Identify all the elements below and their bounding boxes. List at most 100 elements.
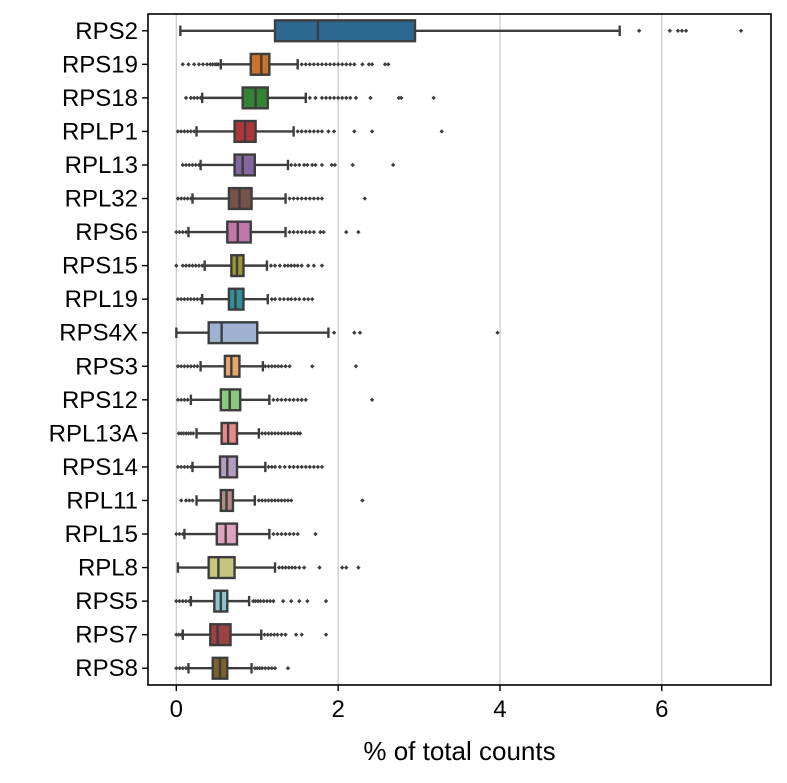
- outlier-point: [178, 431, 184, 436]
- outlier-point: [310, 162, 315, 168]
- outlier-point: [283, 397, 288, 403]
- outlier-point: [255, 666, 260, 671]
- outlier-point: [183, 162, 189, 168]
- plot-frame: [147, 13, 772, 686]
- y-tick-label: RPS15: [62, 253, 138, 280]
- outlier-point: [263, 431, 268, 436]
- outlier-point: [182, 196, 187, 201]
- outlier-point: [306, 296, 311, 302]
- outlier-point: [178, 397, 184, 403]
- outlier-point: [188, 196, 194, 201]
- x-tick-label: 4: [493, 696, 506, 723]
- outlier-point: [348, 62, 353, 67]
- outlier-point: [329, 162, 334, 168]
- outlier-point: [282, 498, 287, 503]
- box-rps4x: [175, 321, 500, 345]
- outlier-point: [266, 498, 271, 503]
- outlier-point: [193, 263, 198, 268]
- box-rps15: [174, 254, 325, 278]
- y-tick-label: RPLP1: [62, 118, 138, 145]
- box-rps5: [174, 589, 329, 613]
- outlier-point: [292, 431, 297, 436]
- iqr-box: [215, 522, 239, 546]
- outlier-point: [264, 598, 270, 604]
- outlier-point: [311, 62, 317, 67]
- box-rpl15: [174, 522, 318, 546]
- outlier-point: [382, 62, 388, 67]
- outlier-point: [263, 364, 268, 369]
- box-rpl13: [180, 153, 396, 177]
- outlier-point: [272, 464, 278, 470]
- outlier-point: [196, 62, 202, 67]
- outlier-point: [289, 431, 294, 436]
- outlier-point: [315, 196, 321, 201]
- outlier-point: [287, 397, 292, 403]
- outlier-point: [188, 95, 194, 101]
- box-rpl8: [176, 555, 361, 580]
- outlier-point: [299, 129, 304, 134]
- outlier-point: [295, 229, 300, 235]
- outlier-point: [287, 364, 292, 369]
- outlier-point: [174, 632, 179, 637]
- outlier-point: [319, 62, 325, 67]
- outlier-point: [210, 62, 215, 67]
- x-axis: 0 2 4 6: [170, 685, 668, 723]
- box-rpl13a: [176, 421, 303, 445]
- outlier-point: [279, 397, 284, 403]
- outlier-point: [176, 632, 181, 637]
- outlier-point: [182, 296, 187, 302]
- outlier-point: [285, 431, 291, 436]
- box-rps8: [174, 656, 291, 680]
- outlier-point: [185, 364, 190, 369]
- outlier-point: [295, 431, 300, 436]
- outlier-point: [180, 598, 185, 604]
- outlier-point: [299, 62, 304, 67]
- iqr-box: [273, 19, 417, 43]
- outlier-point: [299, 397, 304, 403]
- outlier-point: [439, 129, 444, 134]
- outlier-point: [266, 364, 271, 369]
- outlier-point: [369, 397, 375, 403]
- outlier-point: [315, 129, 321, 134]
- outlier-point: [318, 229, 323, 235]
- outlier-point: [399, 95, 404, 101]
- outlier-point: [335, 95, 341, 101]
- outlier-point: [293, 296, 298, 302]
- outlier-point: [679, 28, 685, 33]
- outlier-point: [357, 330, 363, 335]
- outlier-point: [295, 397, 300, 403]
- outlier-point: [272, 632, 277, 637]
- outlier-point: [311, 229, 317, 235]
- outlier-point: [193, 162, 198, 168]
- outlier-point: [182, 397, 187, 403]
- outlier-point: [332, 162, 338, 168]
- outlier-point: [272, 431, 278, 436]
- outlier-point: [390, 162, 396, 168]
- outlier-point: [188, 129, 194, 134]
- outlier-point: [369, 62, 375, 67]
- outlier-point: [344, 95, 349, 101]
- outlier-point: [175, 196, 181, 201]
- outlier-point: [180, 62, 185, 67]
- outlier-point: [285, 296, 291, 302]
- y-tick-label: RPS14: [62, 454, 138, 481]
- outlier-point: [259, 431, 265, 436]
- outlier-point: [272, 296, 278, 302]
- box-layer: [174, 19, 744, 680]
- outlier-point: [266, 666, 271, 671]
- outlier-point: [344, 62, 349, 67]
- outlier-point: [191, 296, 197, 302]
- outlier-point: [180, 229, 185, 235]
- outlier-point: [175, 364, 181, 369]
- outlier-point: [327, 62, 333, 67]
- outlier-point: [186, 431, 191, 436]
- outlier-point: [188, 364, 194, 369]
- outlier-point: [303, 129, 308, 134]
- outlier-point: [183, 498, 189, 503]
- outlier-point: [301, 162, 307, 168]
- outlier-point: [190, 263, 195, 268]
- outlier-point: [191, 62, 197, 67]
- outlier-point: [276, 431, 281, 436]
- outlier-point: [177, 531, 182, 537]
- y-tick-label: RPL19: [65, 286, 138, 313]
